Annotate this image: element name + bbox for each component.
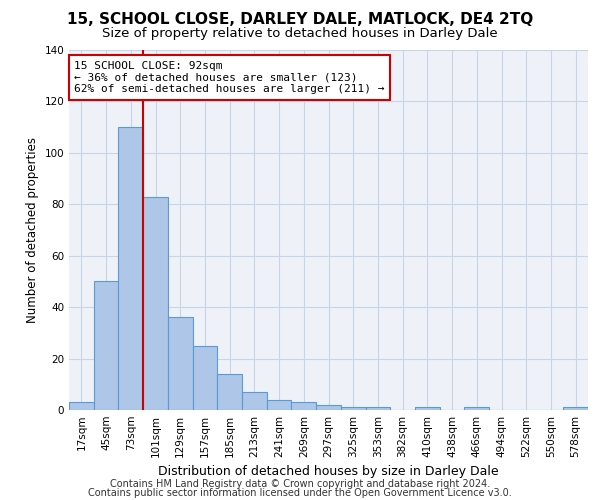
- Y-axis label: Number of detached properties: Number of detached properties: [26, 137, 39, 323]
- Bar: [242, 392, 267, 410]
- Text: 15, SCHOOL CLOSE, DARLEY DALE, MATLOCK, DE4 2TQ: 15, SCHOOL CLOSE, DARLEY DALE, MATLOCK, …: [67, 12, 533, 28]
- X-axis label: Distribution of detached houses by size in Darley Dale: Distribution of detached houses by size …: [158, 466, 499, 478]
- Bar: [292, 402, 316, 410]
- Text: Size of property relative to detached houses in Darley Dale: Size of property relative to detached ho…: [102, 28, 498, 40]
- Text: Contains public sector information licensed under the Open Government Licence v3: Contains public sector information licen…: [88, 488, 512, 498]
- Bar: [168, 318, 193, 410]
- Bar: [118, 127, 143, 410]
- Bar: [341, 408, 365, 410]
- Text: 15 SCHOOL CLOSE: 92sqm
← 36% of detached houses are smaller (123)
62% of semi-de: 15 SCHOOL CLOSE: 92sqm ← 36% of detached…: [74, 61, 385, 94]
- Bar: [94, 282, 118, 410]
- Bar: [415, 408, 440, 410]
- Text: Contains HM Land Registry data © Crown copyright and database right 2024.: Contains HM Land Registry data © Crown c…: [110, 479, 490, 489]
- Bar: [193, 346, 217, 410]
- Bar: [563, 408, 588, 410]
- Bar: [365, 408, 390, 410]
- Bar: [464, 408, 489, 410]
- Bar: [316, 405, 341, 410]
- Bar: [217, 374, 242, 410]
- Bar: [143, 196, 168, 410]
- Bar: [69, 402, 94, 410]
- Bar: [267, 400, 292, 410]
